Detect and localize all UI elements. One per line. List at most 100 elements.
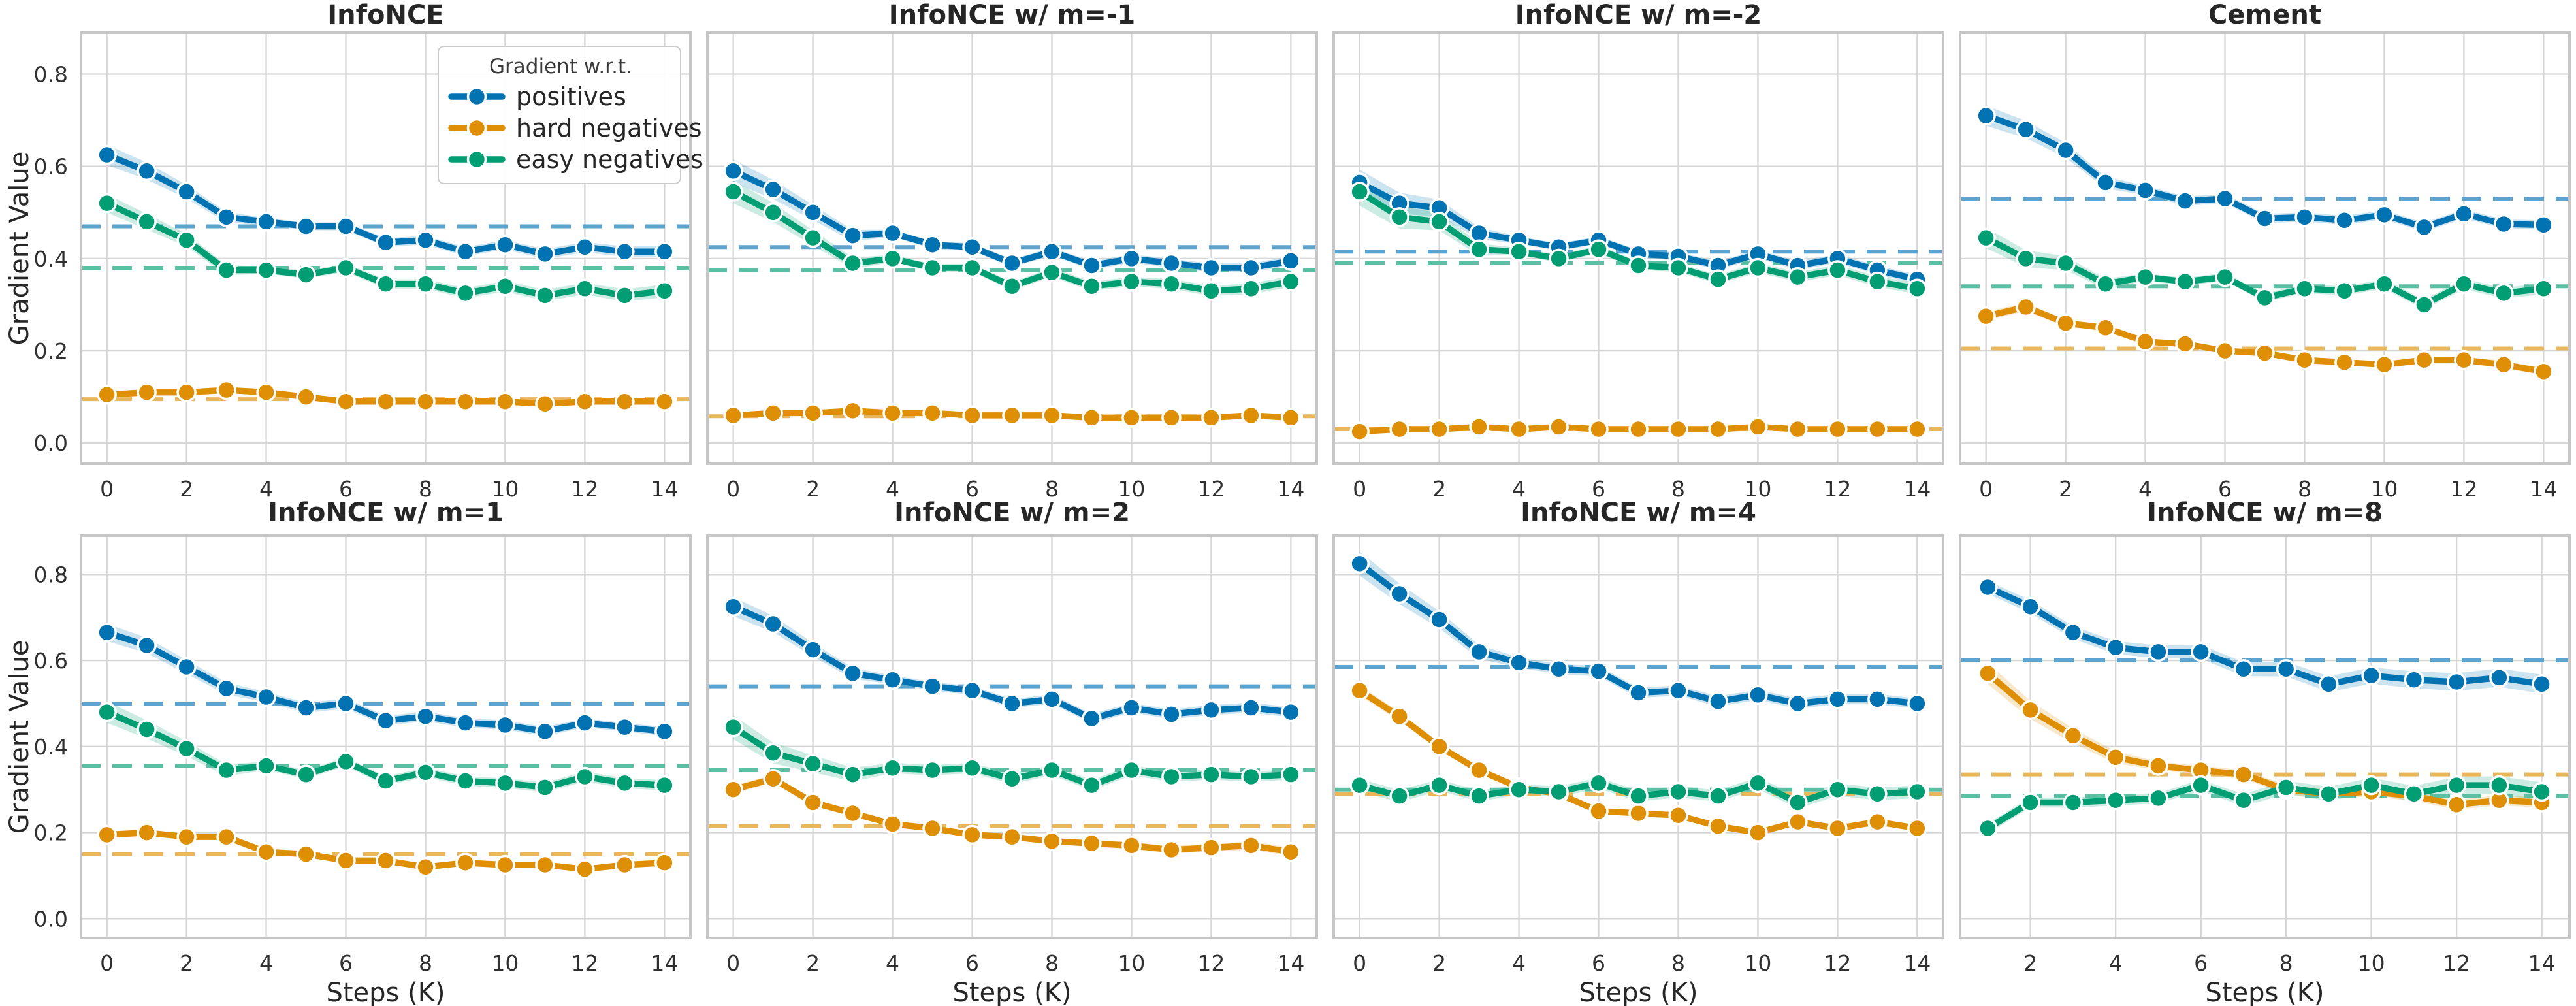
svg-text:4: 4: [1512, 950, 1526, 976]
svg-text:10: 10: [1744, 476, 1771, 502]
svg-text:2: 2: [1432, 950, 1446, 976]
svg-text:6: 6: [339, 476, 353, 502]
x-axis-label: Steps (K): [952, 978, 1072, 1006]
svg-text:4: 4: [886, 476, 899, 502]
svg-text:10: 10: [491, 950, 519, 976]
y-axis-label-bottom-row: Gradient Value: [5, 640, 35, 834]
svg-text:6: 6: [965, 476, 979, 502]
legend-row-easy-negatives: easy negatives: [448, 144, 703, 175]
plot-canvas: 0 2 4 6 8 10 12 14: [706, 31, 1318, 502]
svg-text:0.8: 0.8: [34, 62, 68, 88]
svg-text:10: 10: [1744, 950, 1771, 976]
svg-text:14: 14: [1903, 476, 1931, 502]
subplot-infonce-m1: InfoNCE w/ m=1 0 2 4 6 8 10 12 14 0.0 0.2 0.4 0.6 0.…: [34, 498, 692, 1006]
svg-text:10: 10: [1118, 950, 1145, 976]
plot-canvas: 0 2 4 6 8 10 12 14: [1959, 31, 2571, 502]
svg-text:4: 4: [1512, 476, 1526, 502]
subplot-infonce-m2: InfoNCE w/ m=2 0 2 4 6 8 10 12 14 Steps (K): [706, 498, 1318, 1006]
legend-row-hard-negatives: hard negatives: [448, 112, 702, 144]
x-axis-label: Steps (K): [1579, 978, 1698, 1006]
svg-text:4: 4: [2138, 476, 2152, 502]
legend-title: Gradient w.r.t.: [489, 55, 632, 78]
plot-canvas: 0 2 4 6 8 10 12 14 0.0 0.2 0.4 0.6 0.8: [34, 31, 692, 502]
svg-text:4: 4: [886, 950, 899, 976]
subplot-title: InfoNCE w/ m=-1: [888, 0, 1136, 30]
plot-canvas: 2 4 6 8 10 12 14: [1959, 534, 2571, 976]
svg-text:4: 4: [259, 950, 273, 976]
svg-text:14: 14: [1903, 950, 1931, 976]
subplot-title: InfoNCE: [327, 0, 444, 30]
svg-text:2: 2: [2023, 950, 2037, 976]
svg-text:0: 0: [100, 950, 114, 976]
subplot-infonce-m4: InfoNCE w/ m=4 0 2 4 6 8 10 12 14 Steps (K): [1332, 498, 1944, 1006]
svg-text:14: 14: [651, 950, 678, 976]
svg-text:8: 8: [1045, 476, 1059, 502]
svg-text:8: 8: [2279, 950, 2293, 976]
y-axis-label-top-row: Gradient Value: [5, 151, 35, 346]
plot-canvas: 0 2 4 6 8 10 12 14: [1332, 31, 1944, 502]
series-line-marker-icon: [448, 149, 506, 170]
svg-text:14: 14: [651, 476, 678, 502]
svg-text:0.6: 0.6: [34, 154, 68, 180]
subplot-cement: Cement 0 2 4 6 8 10 12 14: [1959, 0, 2571, 502]
svg-text:0.2: 0.2: [34, 820, 68, 846]
series-line-marker-icon: [448, 86, 506, 107]
svg-text:6: 6: [1592, 950, 1605, 976]
svg-text:0.0: 0.0: [34, 430, 68, 456]
svg-text:8: 8: [419, 950, 432, 976]
x-axis-label: Steps (K): [326, 978, 445, 1006]
svg-text:2: 2: [180, 950, 193, 976]
svg-text:2: 2: [806, 476, 820, 502]
subplot-title: InfoNCE w/ m=1: [268, 498, 504, 528]
svg-text:6: 6: [2218, 476, 2232, 502]
series-line-marker-icon: [448, 118, 506, 138]
svg-text:2: 2: [180, 476, 193, 502]
legend-row-positives: positives: [448, 81, 673, 112]
subplot-title: InfoNCE w/ m=8: [2147, 498, 2383, 528]
legend: Gradient w.r.t. positives hard negatives: [438, 46, 703, 184]
svg-text:4: 4: [259, 476, 273, 502]
svg-text:12: 12: [571, 950, 598, 976]
svg-text:6: 6: [965, 950, 979, 976]
subplot-infonce-m-neg1: InfoNCE w/ m=-1 0 2 4 6 8 10 12 14: [706, 0, 1318, 502]
svg-text:8: 8: [1671, 476, 1685, 502]
plot-canvas: 0 2 4 6 8 10 12 14: [1332, 534, 1944, 976]
svg-text:10: 10: [2370, 476, 2398, 502]
legend-label: easy negatives: [516, 145, 704, 174]
svg-text:0: 0: [1353, 950, 1366, 976]
svg-text:14: 14: [2530, 476, 2557, 502]
subplot-title: InfoNCE w/ m=4: [1521, 498, 1756, 528]
svg-text:2: 2: [806, 950, 820, 976]
svg-text:4: 4: [2109, 950, 2123, 976]
svg-text:8: 8: [1045, 950, 1059, 976]
svg-text:10: 10: [491, 476, 519, 502]
svg-text:14: 14: [2528, 950, 2556, 976]
svg-text:12: 12: [1824, 476, 1851, 502]
svg-text:0: 0: [100, 476, 114, 502]
subplot-infonce-m-neg2: InfoNCE w/ m=-2 0 2 4 6 8 10 12 14: [1332, 0, 1944, 502]
svg-text:8: 8: [2298, 476, 2311, 502]
svg-text:0.2: 0.2: [34, 338, 68, 364]
svg-text:12: 12: [1197, 950, 1225, 976]
subplot-title: InfoNCE w/ m=2: [894, 498, 1130, 528]
svg-text:14: 14: [1277, 476, 1304, 502]
svg-text:0: 0: [1353, 476, 1366, 502]
svg-text:12: 12: [1197, 476, 1225, 502]
legend-label: hard negatives: [516, 114, 702, 142]
svg-text:12: 12: [571, 476, 598, 502]
svg-text:12: 12: [2450, 476, 2477, 502]
svg-text:2: 2: [2059, 476, 2072, 502]
subplot-infonce-m8: InfoNCE w/ m=8 2 4 6 8 10 12 14 Steps (K): [1959, 498, 2571, 1006]
subplot-title: Cement: [2208, 0, 2321, 30]
subplot-title: InfoNCE w/ m=-2: [1515, 0, 1762, 30]
svg-text:14: 14: [1277, 950, 1304, 976]
svg-text:0: 0: [1979, 476, 1993, 502]
svg-text:0.4: 0.4: [34, 734, 68, 760]
subplot-infonce: InfoNCE 0 2 4 6 8 10 12 14 0.0 0.2 0.4 0.6 0.8 Gradi…: [34, 0, 704, 502]
svg-text:8: 8: [419, 476, 432, 502]
svg-text:6: 6: [1592, 476, 1605, 502]
svg-text:10: 10: [2358, 950, 2385, 976]
svg-text:0.0: 0.0: [34, 906, 68, 932]
svg-text:0: 0: [726, 950, 740, 976]
svg-text:6: 6: [2194, 950, 2208, 976]
